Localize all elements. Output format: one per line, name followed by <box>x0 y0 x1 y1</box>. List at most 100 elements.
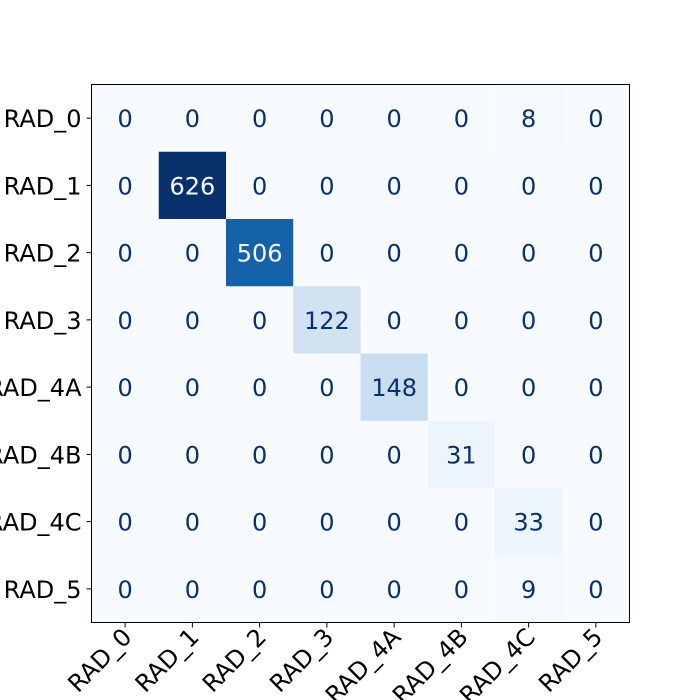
cell-value-label: 506 <box>237 240 283 268</box>
y-tick-label: RAD_4B <box>0 441 82 469</box>
y-tick-label: RAD_5 <box>4 576 82 604</box>
cell-value-label: 0 <box>252 441 267 469</box>
cell-value-label: 0 <box>185 307 200 335</box>
heatmap-cell <box>360 555 429 623</box>
heatmap-cell <box>158 420 227 489</box>
cell-value-label: 0 <box>588 441 603 469</box>
plot-area: 0 0 0 0 0 0 8 0 0 626 0 0 0 0 0 0 0 0 506 0 0 0 0 0 0 0 0 122 0 0 0 0 0 0… <box>91 84 630 623</box>
heatmap-cell <box>226 151 294 220</box>
cell-value-label: 0 <box>185 441 200 469</box>
heatmap-cell <box>158 488 227 556</box>
cell-value-label: 0 <box>454 105 469 133</box>
cell-value-label: 0 <box>319 441 334 469</box>
cell-value-label: 0 <box>454 509 469 537</box>
heatmap-cell <box>293 151 361 220</box>
cell-value-label: 0 <box>319 172 334 200</box>
cell-value-label: 0 <box>319 240 334 268</box>
heatmap-cell <box>360 84 429 153</box>
cell-value-label: 0 <box>588 172 603 200</box>
heatmap-cell <box>293 286 361 354</box>
heatmap-cell <box>91 84 160 153</box>
cell-value-label: 0 <box>117 105 132 133</box>
heatmap-cell <box>495 84 563 153</box>
cell-value-label: 0 <box>454 374 469 402</box>
cell-value-label: 0 <box>454 172 469 200</box>
heatmap-cell <box>91 286 160 354</box>
cell-value-label: 0 <box>521 240 536 268</box>
cell-value-label: 0 <box>117 240 132 268</box>
heatmap-cell <box>562 488 630 556</box>
axes-frame <box>91 84 630 623</box>
heatmap-cell <box>91 219 160 287</box>
heatmap-cell <box>158 555 227 623</box>
heatmap-cell <box>562 219 630 287</box>
heatmap-cell <box>293 219 361 287</box>
cell-value-label: 0 <box>185 105 200 133</box>
heatmap-cell <box>360 151 429 220</box>
y-tick-label: RAD_0 <box>4 105 82 133</box>
heatmap-cell <box>91 353 160 422</box>
cell-value-label: 0 <box>588 374 603 402</box>
cell-value-label: 0 <box>319 374 334 402</box>
cell-value-label: 0 <box>117 441 132 469</box>
cell-value-label: 0 <box>117 374 132 402</box>
heatmap-cell <box>427 286 496 354</box>
cell-value-label: 0 <box>386 172 401 200</box>
y-tick-label: RAD_4A <box>0 374 82 402</box>
cell-value-label: 0 <box>521 374 536 402</box>
heatmap-cell <box>427 151 496 220</box>
heatmap-cell <box>495 353 563 422</box>
cell-value-label: 0 <box>117 576 132 604</box>
heatmap-cell <box>158 286 227 354</box>
y-tick-label: RAD_1 <box>4 172 82 200</box>
heatmap-cell <box>360 353 429 422</box>
cell-value-label: 0 <box>454 240 469 268</box>
heatmap-cell <box>495 219 563 287</box>
heatmap-cell <box>427 219 496 287</box>
cell-value-label: 0 <box>252 172 267 200</box>
cell-value-label: 0 <box>185 240 200 268</box>
y-axis: RAD_0 RAD_1 RAD_2 RAD_3 RAD_4A RAD_4B RAD_4C RA… <box>0 105 92 604</box>
cell-value-label: 0 <box>117 172 132 200</box>
cell-value-label: 122 <box>304 307 350 335</box>
heatmap-cell <box>360 420 429 489</box>
heatmap-cell <box>427 353 496 422</box>
cell-value-label: 0 <box>185 374 200 402</box>
cell-value-label: 0 <box>252 105 267 133</box>
cell-value-label: 0 <box>521 441 536 469</box>
heatmap-cell <box>360 488 429 556</box>
cell-value-label: 0 <box>588 105 603 133</box>
heatmap-cell <box>226 84 294 153</box>
cell-value-label: 0 <box>319 509 334 537</box>
cell-value-label: 31 <box>446 441 477 469</box>
cell-value-label: 148 <box>371 374 417 402</box>
heatmap-cell <box>495 420 563 489</box>
cell-value-label: 0 <box>521 172 536 200</box>
heatmap-cell <box>226 488 294 556</box>
heatmap-cell <box>158 353 227 422</box>
heatmap-cell <box>427 84 496 153</box>
cell-value-label: 0 <box>386 441 401 469</box>
heatmap-cell <box>293 488 361 556</box>
cell-value-label: 0 <box>252 374 267 402</box>
y-tick-label: RAD_4C <box>0 509 82 537</box>
cell-value-label: 0 <box>319 105 334 133</box>
heatmap-cell <box>495 286 563 354</box>
cell-value-label: 0 <box>588 307 603 335</box>
cell-value-label: 0 <box>521 307 536 335</box>
cell-value-label: 0 <box>252 307 267 335</box>
heatmap-cell <box>427 488 496 556</box>
cell-value-label: 0 <box>252 576 267 604</box>
heatmap-cell <box>226 286 294 354</box>
heatmap-cell <box>562 286 630 354</box>
cell-value-label: 0 <box>454 307 469 335</box>
heatmap-cell <box>293 84 361 153</box>
heatmap-cell <box>158 219 227 287</box>
cell-value-label: 9 <box>521 576 536 604</box>
y-tick-label: RAD_2 <box>4 240 82 268</box>
cell-value-label: 0 <box>185 576 200 604</box>
cell-value-label: 0 <box>185 509 200 537</box>
cell-value-label: 0 <box>117 509 132 537</box>
cell-value-label: 0 <box>252 509 267 537</box>
cell-value-label: 0 <box>588 576 603 604</box>
